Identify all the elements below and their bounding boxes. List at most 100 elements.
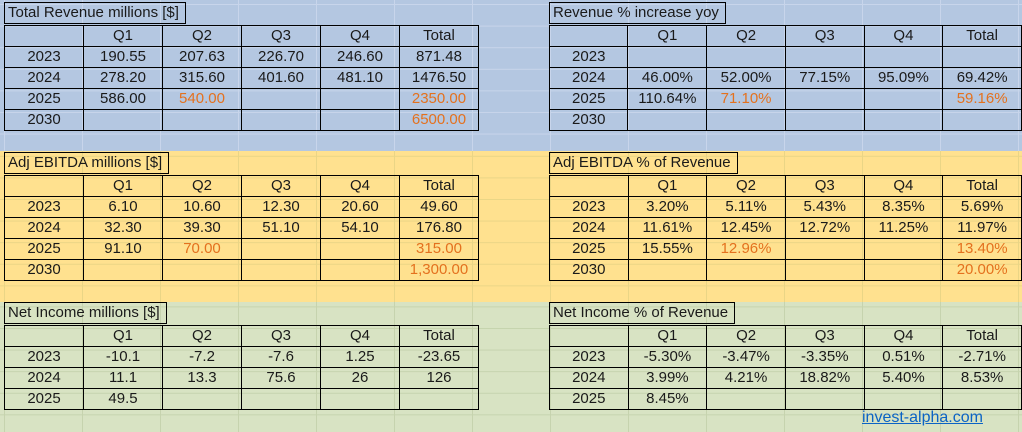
value-cell[interactable]: 1476.50 <box>399 67 479 89</box>
col-header-q4[interactable]: Q4 <box>320 325 400 347</box>
value-cell[interactable] <box>162 109 242 131</box>
col-header-q1[interactable]: Q1 <box>627 325 708 347</box>
value-cell[interactable]: -7.6 <box>241 346 321 368</box>
value-cell[interactable] <box>241 238 321 260</box>
value-cell[interactable]: 481.10 <box>320 67 400 89</box>
col-header-q3[interactable]: Q3 <box>241 325 321 347</box>
value-cell[interactable]: 315.00 <box>399 238 479 260</box>
value-cell[interactable]: 5.40% <box>863 367 944 389</box>
value-cell[interactable]: 11.61% <box>627 217 708 239</box>
row-label-2030[interactable]: 2030 <box>548 109 629 131</box>
value-cell[interactable]: 2350.00 <box>399 88 479 110</box>
col-header-q4[interactable]: Q4 <box>320 175 400 197</box>
value-cell[interactable]: 126 <box>399 367 479 389</box>
value-cell[interactable]: 12.45% <box>706 217 786 239</box>
value-cell[interactable] <box>863 388 944 410</box>
col-header-total[interactable]: Total <box>942 175 1022 197</box>
value-cell[interactable]: -3.47% <box>706 346 786 368</box>
value-cell[interactable] <box>863 109 944 131</box>
invest-alpha-link[interactable]: invest-alpha.com <box>862 409 983 426</box>
row-label-2030[interactable]: 2030 <box>4 259 84 281</box>
value-cell[interactable]: 12.72% <box>784 217 865 239</box>
value-cell[interactable] <box>706 259 786 281</box>
value-cell[interactable] <box>863 46 944 68</box>
value-cell[interactable]: 0.51% <box>863 346 944 368</box>
col-header-q1[interactable]: Q1 <box>83 325 163 347</box>
value-cell[interactable]: 207.63 <box>162 46 242 68</box>
value-cell[interactable]: 540.00 <box>162 88 242 110</box>
value-cell[interactable] <box>83 259 163 281</box>
col-header-q4[interactable]: Q4 <box>863 325 944 347</box>
value-cell[interactable] <box>784 46 865 68</box>
value-cell[interactable]: -2.71% <box>942 346 1022 368</box>
col-header-q4[interactable]: Q4 <box>863 175 944 197</box>
value-cell[interactable]: -3.35% <box>784 346 865 368</box>
value-cell[interactable] <box>942 388 1022 410</box>
row-label-2024[interactable]: 2024 <box>549 217 629 239</box>
value-cell[interactable]: 11.25% <box>863 217 944 239</box>
value-cell[interactable]: 110.64% <box>627 88 708 110</box>
col-header-q1[interactable]: Q1 <box>627 25 708 47</box>
value-cell[interactable]: 46.00% <box>627 67 708 89</box>
value-cell[interactable]: 3.99% <box>627 367 708 389</box>
value-cell[interactable] <box>627 46 708 68</box>
value-cell[interactable]: 13.40% <box>942 238 1022 260</box>
value-cell[interactable]: 91.10 <box>83 238 163 260</box>
value-cell[interactable]: 190.55 <box>83 46 163 68</box>
value-cell[interactable]: 8.53% <box>942 367 1022 389</box>
corner-cell[interactable] <box>4 25 84 47</box>
value-cell[interactable]: 10.60 <box>162 196 242 218</box>
corner-cell[interactable] <box>549 175 629 197</box>
value-cell[interactable] <box>706 109 786 131</box>
value-cell[interactable] <box>241 88 321 110</box>
value-cell[interactable]: -7.2 <box>162 346 242 368</box>
row-label-2023[interactable]: 2023 <box>4 196 84 218</box>
col-header-q4[interactable]: Q4 <box>863 25 944 47</box>
value-cell[interactable]: 5.69% <box>942 196 1022 218</box>
value-cell[interactable]: 5.43% <box>784 196 865 218</box>
value-cell[interactable] <box>320 259 400 281</box>
value-cell[interactable]: 586.00 <box>83 88 163 110</box>
col-header-total[interactable]: Total <box>399 25 479 47</box>
value-cell[interactable] <box>706 388 786 410</box>
value-cell[interactable] <box>942 109 1022 131</box>
col-header-q3[interactable]: Q3 <box>784 325 865 347</box>
value-cell[interactable] <box>241 259 321 281</box>
col-header-q4[interactable]: Q4 <box>320 25 400 47</box>
value-cell[interactable] <box>863 238 944 260</box>
value-cell[interactable]: 1.25 <box>320 346 400 368</box>
row-label-2023[interactable]: 2023 <box>548 46 629 68</box>
value-cell[interactable] <box>320 109 400 131</box>
value-cell[interactable]: 95.09% <box>863 67 944 89</box>
value-cell[interactable]: -23.65 <box>399 346 479 368</box>
value-cell[interactable] <box>162 259 242 281</box>
value-cell[interactable]: 26 <box>320 367 400 389</box>
col-header-q3[interactable]: Q3 <box>784 25 865 47</box>
col-header-q2[interactable]: Q2 <box>162 175 242 197</box>
value-cell[interactable] <box>241 388 321 410</box>
col-header-q1[interactable]: Q1 <box>83 175 163 197</box>
value-cell[interactable] <box>706 46 786 68</box>
col-header-q3[interactable]: Q3 <box>784 175 865 197</box>
value-cell[interactable]: 278.20 <box>83 67 163 89</box>
value-cell[interactable] <box>784 88 865 110</box>
revenue-increase-title[interactable]: Revenue % increase yoy <box>549 2 726 24</box>
net-income-title[interactable]: Net Income millions [$] <box>4 302 167 324</box>
value-cell[interactable]: 75.6 <box>241 367 321 389</box>
row-label-2023[interactable]: 2023 <box>4 46 84 68</box>
value-cell[interactable]: 70.00 <box>162 238 242 260</box>
col-header-q2[interactable]: Q2 <box>706 175 786 197</box>
col-header-q2[interactable]: Q2 <box>706 325 786 347</box>
row-label-2024[interactable]: 2024 <box>549 367 629 389</box>
value-cell[interactable]: 11.1 <box>83 367 163 389</box>
value-cell[interactable] <box>627 109 708 131</box>
value-cell[interactable]: 59.16% <box>942 88 1022 110</box>
value-cell[interactable]: 315.60 <box>162 67 242 89</box>
value-cell[interactable] <box>784 259 865 281</box>
value-cell[interactable]: 51.10 <box>241 217 321 239</box>
row-label-2023[interactable]: 2023 <box>549 346 629 368</box>
value-cell[interactable]: 4.21% <box>706 367 786 389</box>
value-cell[interactable]: 6.10 <box>83 196 163 218</box>
value-cell[interactable] <box>627 259 708 281</box>
value-cell[interactable]: 71.10% <box>706 88 786 110</box>
